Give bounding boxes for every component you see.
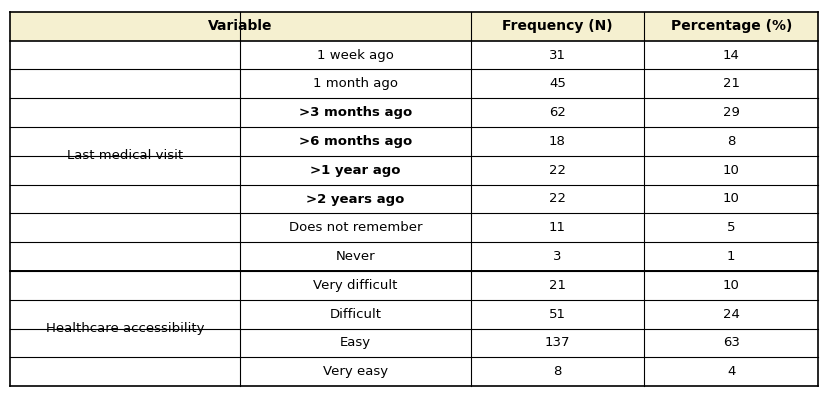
Bar	[470, 328, 643, 357]
Bar	[643, 213, 817, 242]
Text: >3 months ago: >3 months ago	[299, 106, 412, 119]
Text: Very difficult: Very difficult	[313, 279, 397, 292]
Bar	[470, 300, 643, 328]
Bar	[240, 41, 470, 70]
Text: >1 year ago: >1 year ago	[310, 164, 400, 177]
Bar	[643, 271, 817, 300]
Text: Frequency (N): Frequency (N)	[501, 20, 612, 33]
Bar	[470, 127, 643, 156]
Text: 4: 4	[726, 365, 734, 378]
Bar	[10, 12, 470, 41]
Bar	[240, 271, 470, 300]
Bar	[470, 357, 643, 386]
Bar	[643, 300, 817, 328]
Text: Difficult: Difficult	[329, 308, 381, 321]
Text: 18: 18	[548, 135, 565, 148]
Text: 10: 10	[722, 164, 739, 177]
Bar	[643, 357, 817, 386]
Text: Last medical visit: Last medical visit	[67, 149, 183, 162]
Text: 45: 45	[548, 77, 565, 90]
Bar	[10, 271, 240, 386]
Bar	[240, 70, 470, 98]
Bar	[643, 41, 817, 70]
Bar	[643, 156, 817, 185]
Bar	[643, 12, 817, 41]
Text: 22: 22	[548, 164, 566, 177]
Bar	[470, 70, 643, 98]
Bar	[240, 357, 470, 386]
Text: 14: 14	[722, 49, 739, 62]
Text: Percentage (%): Percentage (%)	[670, 20, 791, 33]
Bar	[240, 328, 470, 357]
Text: >2 years ago: >2 years ago	[306, 193, 404, 205]
Text: 51: 51	[548, 308, 566, 321]
Text: 63: 63	[722, 336, 739, 349]
Text: 10: 10	[722, 279, 739, 292]
Bar	[240, 127, 470, 156]
Text: >6 months ago: >6 months ago	[299, 135, 412, 148]
Bar	[240, 300, 470, 328]
Bar	[470, 12, 643, 41]
Text: 8: 8	[726, 135, 734, 148]
Bar	[470, 156, 643, 185]
Bar	[470, 242, 643, 271]
Bar	[10, 41, 240, 271]
Text: Never: Never	[335, 250, 375, 263]
Text: 3: 3	[552, 250, 561, 263]
Bar	[643, 98, 817, 127]
Bar	[643, 127, 817, 156]
Bar	[240, 213, 470, 242]
Text: 1 month ago: 1 month ago	[313, 77, 398, 90]
Bar	[470, 98, 643, 127]
Text: 21: 21	[722, 77, 739, 90]
Text: Easy: Easy	[339, 336, 370, 349]
Text: 11: 11	[548, 221, 566, 234]
Text: 1: 1	[726, 250, 734, 263]
Bar	[240, 242, 470, 271]
Text: 5: 5	[726, 221, 734, 234]
Text: Very easy: Very easy	[323, 365, 388, 378]
Text: 31: 31	[548, 49, 566, 62]
Bar	[240, 185, 470, 213]
Text: 22: 22	[548, 193, 566, 205]
Text: Does not remember: Does not remember	[289, 221, 422, 234]
Text: 21: 21	[548, 279, 566, 292]
Text: 10: 10	[722, 193, 739, 205]
Text: 24: 24	[722, 308, 739, 321]
Text: Variable: Variable	[208, 20, 272, 33]
Text: 1 week ago: 1 week ago	[317, 49, 394, 62]
Text: Healthcare accessibility: Healthcare accessibility	[45, 322, 204, 335]
Bar	[470, 213, 643, 242]
Bar	[470, 185, 643, 213]
Text: 8: 8	[552, 365, 561, 378]
Bar	[643, 242, 817, 271]
Text: 137: 137	[544, 336, 570, 349]
Bar	[643, 185, 817, 213]
Bar	[643, 70, 817, 98]
Text: 29: 29	[722, 106, 739, 119]
Text: 62: 62	[548, 106, 565, 119]
Bar	[240, 98, 470, 127]
Bar	[470, 41, 643, 70]
Bar	[470, 271, 643, 300]
Bar	[643, 328, 817, 357]
Bar	[240, 156, 470, 185]
